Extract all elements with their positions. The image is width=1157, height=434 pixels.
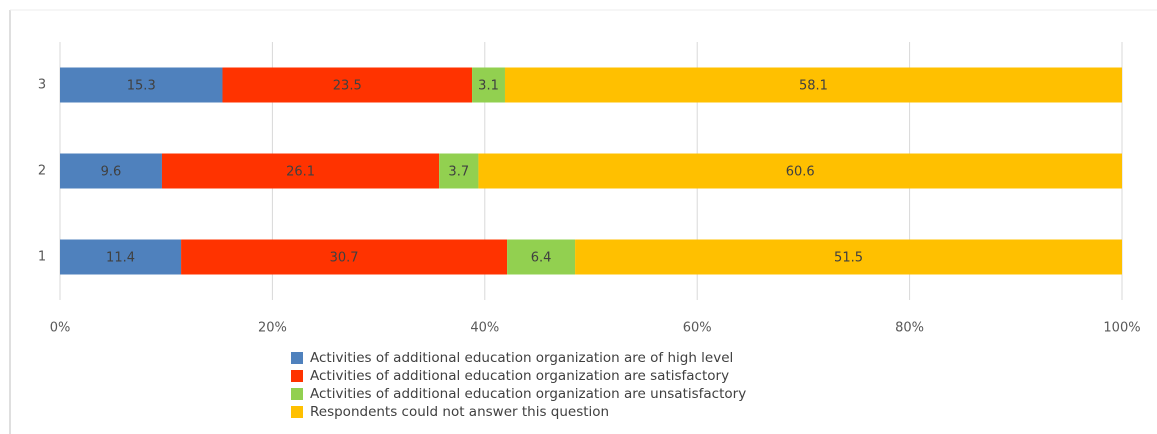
bar-segment (478, 153, 1123, 189)
bar-segment (222, 67, 473, 103)
bar-segment (60, 239, 182, 275)
bar-segment (60, 153, 162, 189)
y-tick-label: 1 (38, 250, 46, 265)
y-tick-label: 2 (38, 164, 46, 179)
data-label: 23.5 (333, 79, 362, 94)
data-label: 11.4 (106, 251, 135, 266)
data-label: 9.6 (101, 165, 122, 180)
x-tick-label: 80% (895, 321, 924, 336)
legend-label: Activities of additional education organ… (310, 350, 733, 366)
bar-segment (575, 239, 1122, 275)
bar-segment (507, 239, 576, 275)
legend-label: Activities of additional education organ… (310, 386, 746, 402)
data-label: 6.4 (531, 251, 552, 266)
data-label: 30.7 (330, 251, 359, 266)
bar-segment (181, 239, 508, 275)
legend-swatch (291, 352, 303, 364)
x-tick-label: 40% (470, 321, 499, 336)
bar-segment (472, 67, 505, 103)
legend-label: Activities of additional education organ… (310, 368, 729, 384)
data-label: 3.7 (448, 165, 469, 180)
bar-segment (439, 153, 479, 189)
data-label: 51.5 (834, 251, 863, 266)
legend-swatch (291, 370, 303, 382)
x-tick-label: 60% (683, 321, 712, 336)
bar-segment (60, 67, 223, 103)
legend-swatch (291, 406, 303, 418)
bar-segment (504, 67, 1122, 103)
x-tick-label: 100% (1103, 321, 1140, 336)
data-label: 26.1 (286, 165, 315, 180)
legend-swatch (291, 388, 303, 400)
x-tick-label: 0% (50, 321, 71, 336)
bar-segment (161, 153, 440, 189)
data-label: 15.3 (127, 79, 156, 94)
y-tick-label: 3 (38, 78, 46, 93)
data-label: 58.1 (799, 79, 828, 94)
data-label: 3.1 (478, 79, 499, 94)
x-tick-label: 20% (258, 321, 287, 336)
legend-label: Respondents could not answer this questi… (310, 404, 609, 420)
data-label: 60.6 (786, 165, 815, 180)
